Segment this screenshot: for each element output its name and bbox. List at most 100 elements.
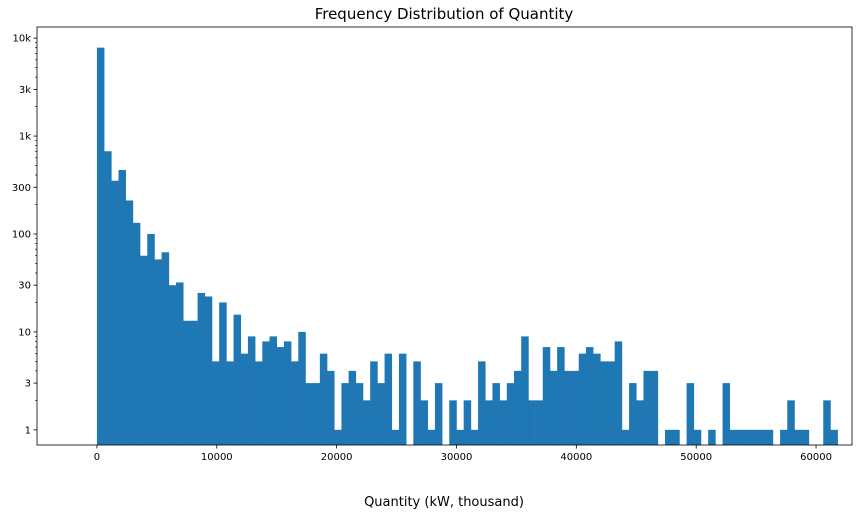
histogram-bar (384, 353, 393, 445)
histogram-bar (247, 336, 256, 445)
histogram-bar (111, 180, 119, 445)
histogram-bar (665, 429, 673, 445)
histogram-bar (363, 400, 371, 445)
histogram-bar (197, 292, 206, 445)
histogram-bar (650, 370, 659, 445)
histogram-bar (154, 259, 162, 445)
histogram-bar (830, 429, 838, 445)
histogram-bar (240, 353, 249, 445)
histogram-bar (370, 361, 378, 445)
histogram-bar (708, 429, 716, 445)
histogram-bar (514, 370, 522, 445)
histogram-bar (334, 429, 342, 445)
histogram-bar (528, 400, 536, 445)
histogram-bar (283, 341, 292, 445)
histogram-bar (176, 282, 184, 445)
histogram-bar (593, 353, 601, 445)
histogram-bar (269, 336, 277, 445)
histogram-bar (276, 347, 285, 445)
y-tick-label: 3k (19, 85, 31, 96)
x-tick-label: 40000 (560, 452, 592, 463)
histogram-bar (391, 429, 400, 445)
chart-title: Frequency Distribution of Quantity (315, 5, 574, 23)
histogram-bar (398, 353, 407, 445)
histogram-bar (600, 361, 608, 445)
histogram-bar (427, 429, 436, 445)
x-tick-label: 10000 (201, 452, 233, 463)
y-tick-label: 3 (25, 379, 31, 390)
histogram-bar (801, 429, 810, 445)
x-tick-label: 20000 (321, 452, 353, 463)
histogram-bar (104, 151, 112, 446)
y-tick-label: 30 (18, 281, 31, 292)
x-tick-label: 0 (94, 452, 100, 463)
histogram-bar (686, 383, 695, 445)
histogram-bar (434, 383, 443, 445)
histogram-bar (96, 47, 105, 446)
histogram-bar (255, 361, 263, 445)
histogram-bar (262, 341, 270, 445)
histogram-bar (621, 429, 630, 445)
histogram-bar (233, 314, 242, 445)
histogram-bar (823, 400, 831, 445)
histogram-bar (744, 429, 752, 445)
histogram-bar (607, 361, 615, 445)
histogram-bar (470, 429, 479, 445)
histogram-bar (736, 429, 745, 445)
histogram-bar (485, 400, 493, 445)
histogram-bar (319, 353, 328, 445)
histogram-bar (549, 370, 558, 445)
histogram-bar (183, 320, 191, 445)
histogram-bar (780, 429, 788, 445)
x-tick-label: 50000 (680, 452, 712, 463)
bars-group (96, 47, 838, 446)
histogram-bar (765, 429, 774, 445)
histogram-bar (643, 370, 651, 445)
histogram-bar (140, 255, 148, 445)
histogram-bar (585, 347, 594, 445)
histogram-bar (456, 429, 464, 445)
histogram-bar (305, 383, 313, 445)
histogram-bar (722, 383, 731, 445)
histogram-bar (125, 200, 134, 445)
y-tick-label: 300 (12, 183, 31, 194)
histogram-bar (355, 383, 364, 445)
histogram-bar (564, 370, 572, 445)
histogram-bar (298, 331, 306, 445)
histogram-bar (614, 341, 623, 445)
histogram-bar (147, 233, 155, 445)
histogram-bar (571, 370, 580, 445)
y-tick-label: 100 (12, 229, 31, 240)
histogram-bar (542, 347, 551, 445)
y-tick-label: 1 (25, 425, 31, 436)
plot-frame (36, 26, 853, 446)
histogram-bar (190, 320, 198, 445)
histogram-bar (118, 170, 126, 445)
histogram-bar (521, 336, 529, 445)
histogram-bar (636, 400, 644, 445)
histogram-bar (492, 383, 500, 445)
histogram-bar (758, 429, 766, 445)
y-tick-label: 10 (18, 327, 31, 338)
histogram-bar (348, 370, 357, 445)
histogram-bar (693, 429, 702, 445)
histogram-bar (535, 400, 544, 445)
histogram-bar (729, 429, 738, 445)
x-axis-ticks: 0 10000 20000 30000 40000 50000 60000 (94, 445, 832, 463)
histogram-bar (161, 252, 170, 445)
histogram-bar (226, 361, 234, 445)
histogram-bar (557, 347, 565, 445)
histogram-bar (413, 361, 421, 445)
histogram-bar (478, 361, 486, 445)
histogram-bar (578, 353, 587, 445)
histogram-bar (672, 429, 680, 445)
histogram-bar (211, 361, 220, 445)
histogram-bar (219, 302, 227, 445)
histogram-bar (499, 400, 508, 445)
histogram-bar (132, 222, 141, 445)
y-axis-ticks: 1 3 10 30 100 300 1k 3k 10k (12, 34, 37, 436)
histogram-bar (341, 383, 349, 445)
histogram-bar (506, 383, 515, 445)
x-tick-label: 60000 (800, 452, 832, 463)
